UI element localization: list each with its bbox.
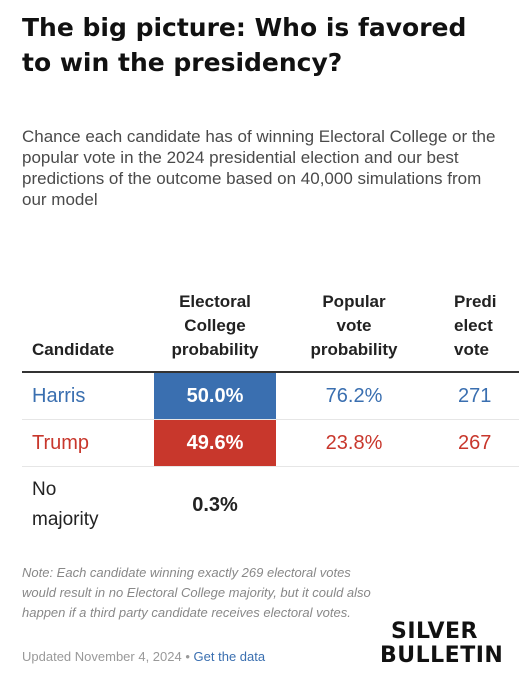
silver-bulletin-logo: SILVER BULLETIN xyxy=(380,619,504,668)
page-title: The big picture: Who is favored to win t… xyxy=(22,13,467,77)
header-ec-line-2: College xyxy=(184,316,246,335)
separator-dot: • xyxy=(185,649,190,664)
forecast-table-container: Candidate Electoral College probability … xyxy=(22,278,519,538)
header-popular-vote-probability: Popular vote probability xyxy=(276,278,432,372)
header-ec-line-1: Electoral xyxy=(179,292,251,311)
predicted-ev-trump: 267 xyxy=(458,431,492,454)
header-predicted-electoral-votes: Predi elect vote xyxy=(432,278,519,372)
logo-line-1: SILVER xyxy=(390,619,478,644)
table-row-trump: Trump 49.6% 23.8% 267 xyxy=(22,419,519,467)
page-subtitle: Chance each candidate has of winning Ele… xyxy=(22,127,496,209)
header-candidate: Candidate xyxy=(32,340,115,359)
header-pred-line-1: Predi xyxy=(454,292,497,311)
candidate-no-majority: No majority xyxy=(22,467,154,539)
pv-probability-trump: 23.8% xyxy=(325,431,383,454)
table-row-harris: Harris 50.0% 76.2% 271 xyxy=(22,372,519,420)
header-electoral-college-probability: Electoral College probability xyxy=(154,278,276,372)
header-pred-line-2: elect xyxy=(454,316,493,335)
header-ec-line-3: probability xyxy=(171,340,259,359)
candidate-trump: Trump xyxy=(32,431,90,454)
footnote: Note: Each candidate winning exactly 269… xyxy=(22,565,371,620)
updated-date: Updated November 4, 2024 xyxy=(22,649,182,664)
predicted-ev-no-majority xyxy=(432,467,519,539)
ec-probability-no-majority: 0.3% xyxy=(192,493,238,516)
forecast-table: Candidate Electoral College probability … xyxy=(22,278,519,538)
no-majority-line-2: majority xyxy=(32,509,99,530)
pv-probability-no-majority xyxy=(276,467,432,539)
updated-line: Updated November 4, 2024 • Get the data xyxy=(22,649,265,664)
candidate-harris: Harris xyxy=(32,384,86,407)
get-the-data-link[interactable]: Get the data xyxy=(193,649,266,664)
ec-probability-trump: 49.6% xyxy=(154,419,276,467)
no-majority-line-1: No xyxy=(32,479,57,500)
ec-probability-harris: 50.0% xyxy=(154,372,276,420)
predicted-ev-harris: 271 xyxy=(458,384,492,407)
table-row-no-majority: No majority 0.3% xyxy=(22,467,519,539)
header-pred-line-3: vote xyxy=(454,340,489,359)
pv-probability-harris: 76.2% xyxy=(325,384,383,407)
header-pv-line-2: vote xyxy=(336,316,372,335)
table-header-row: Candidate Electoral College probability … xyxy=(22,278,519,372)
header-pv-line-1: Popular xyxy=(322,292,386,311)
logo-line-2: BULLETIN xyxy=(380,643,504,668)
header-pv-line-3: probability xyxy=(310,340,398,359)
